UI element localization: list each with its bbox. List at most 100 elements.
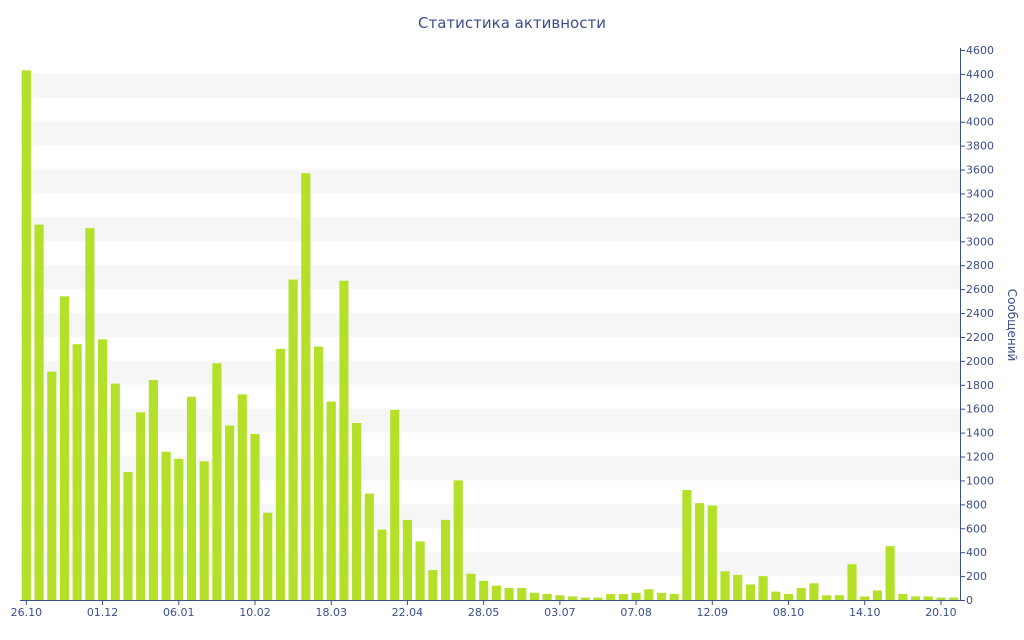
bar <box>923 596 933 600</box>
y-tick-label: 4200 <box>966 92 994 105</box>
bar <box>606 594 616 600</box>
bar <box>47 371 57 600</box>
bar <box>860 596 870 600</box>
bar <box>301 173 311 600</box>
x-tick-label: 26.10 <box>11 606 43 619</box>
bar <box>199 461 209 600</box>
bar <box>250 433 260 600</box>
bar <box>326 401 336 600</box>
x-tick-label: 10.02 <box>239 606 271 619</box>
bar <box>631 592 641 600</box>
grid-bands <box>20 73 960 577</box>
x-tick-label: 01.12 <box>87 606 119 619</box>
bar <box>440 519 451 600</box>
bar <box>949 597 959 600</box>
bar <box>910 596 921 600</box>
y-tick-label: 1800 <box>966 379 994 392</box>
bar <box>453 480 463 600</box>
bars <box>21 70 959 600</box>
grid-band <box>20 169 960 194</box>
x-tick-label: 14.10 <box>849 606 881 619</box>
bar <box>186 396 197 600</box>
bar <box>288 279 298 600</box>
bar <box>555 595 565 600</box>
bar <box>720 571 730 600</box>
y-tick-label: 2000 <box>966 355 994 368</box>
y-tick-label: 4400 <box>966 68 994 81</box>
grid-band <box>20 121 960 146</box>
bar <box>491 585 501 600</box>
bar <box>733 574 743 600</box>
bar <box>339 280 349 600</box>
y-tick-label: 4000 <box>966 116 994 129</box>
bar <box>377 529 387 600</box>
bar <box>745 584 755 600</box>
bar <box>529 592 540 600</box>
grid-band <box>20 408 960 433</box>
y-tick-label: 1400 <box>966 427 994 440</box>
bar <box>847 564 857 600</box>
y-tick-label: 2200 <box>966 331 994 344</box>
bar <box>771 591 781 600</box>
grid-band <box>20 456 960 481</box>
bar <box>936 597 946 600</box>
y-tick-label: 1200 <box>966 451 994 464</box>
y-tick-label: 600 <box>966 522 987 535</box>
bar <box>123 472 133 600</box>
chart-title: Статистика активности <box>418 14 606 32</box>
y-tick-label: 0 <box>966 594 973 607</box>
x-tick-label: 18.03 <box>315 606 347 619</box>
grid-band <box>20 360 960 385</box>
x-tick-label: 07.08 <box>620 606 652 619</box>
grid-band <box>20 73 960 98</box>
bar <box>21 70 31 600</box>
bar <box>352 423 362 600</box>
bar <box>758 576 768 600</box>
y-tick-label: 2800 <box>966 259 994 272</box>
x-tick-label: 28.05 <box>468 606 500 619</box>
bar <box>618 594 628 600</box>
grid-band <box>20 313 960 337</box>
bar <box>466 573 476 600</box>
bar <box>136 412 146 600</box>
bar <box>822 595 832 600</box>
bar <box>898 594 908 600</box>
x-tick-label: 20.10 <box>925 606 957 619</box>
bar <box>542 594 552 600</box>
y-tick-label: 3800 <box>966 140 994 153</box>
y-tick-label: 3600 <box>966 164 994 177</box>
bar <box>479 580 489 600</box>
bar <box>695 503 705 600</box>
y-tick-label: 800 <box>966 498 987 511</box>
bar <box>580 597 590 600</box>
bar <box>275 348 285 600</box>
y-tick-label: 200 <box>966 570 987 583</box>
bar <box>669 594 679 600</box>
bar <box>656 592 667 600</box>
grid-band <box>20 504 960 529</box>
bar <box>148 380 158 600</box>
y-axis-label: Сообщений <box>1005 289 1019 362</box>
bar <box>59 296 70 600</box>
bar <box>237 394 247 600</box>
bar <box>212 363 222 600</box>
bar <box>707 505 717 600</box>
x-tick-label: 08.10 <box>773 606 805 619</box>
bar <box>428 570 438 600</box>
bar <box>415 541 425 600</box>
bar <box>682 490 692 600</box>
bar <box>593 597 603 600</box>
bar <box>885 546 895 600</box>
axes: 0 200 400 600 800 1000 1200 1400 1600 1800 2000 220… <box>11 44 994 619</box>
bar <box>313 346 324 600</box>
x-tick-label: 12.09 <box>697 606 729 619</box>
bar <box>161 451 171 600</box>
y-tick-label: 1600 <box>966 403 994 416</box>
bar <box>567 596 578 600</box>
x-tick-label: 22.04 <box>392 606 424 619</box>
y-tick-label: 2600 <box>966 283 994 296</box>
bar <box>809 583 819 600</box>
y-tick-label: 3000 <box>966 235 994 248</box>
bar <box>390 409 400 600</box>
